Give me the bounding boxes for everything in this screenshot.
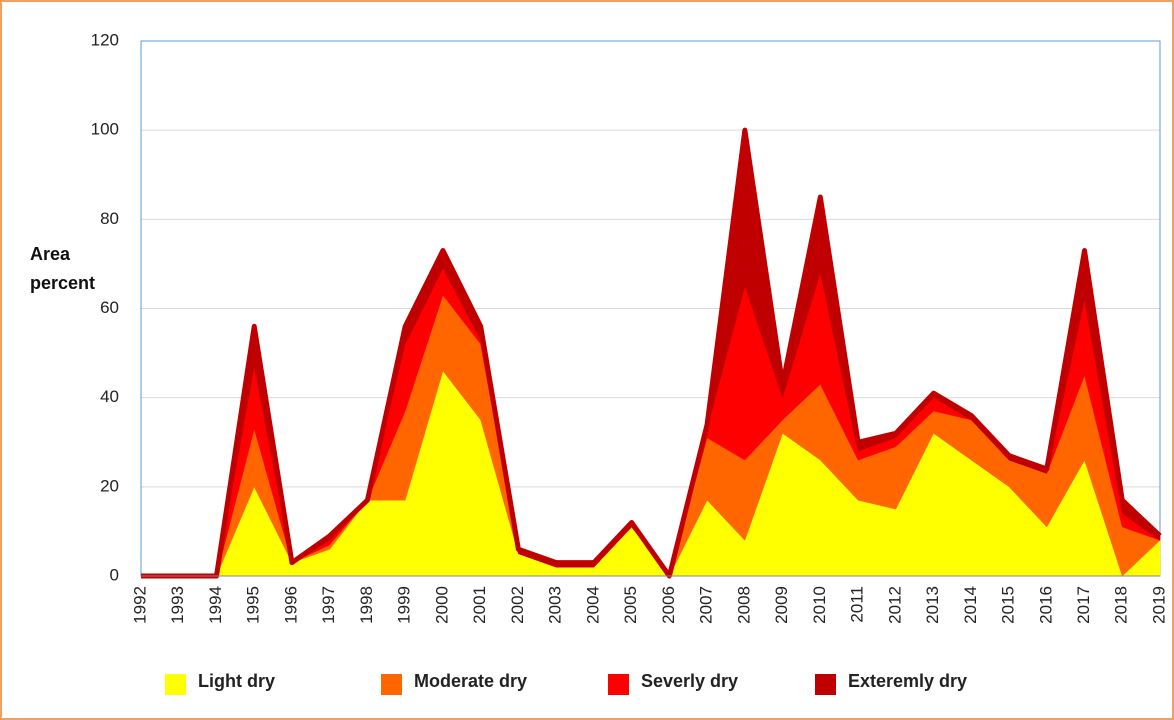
x-tick-label: 2003: [546, 586, 565, 624]
x-tick-label: 2007: [697, 586, 716, 624]
x-tick-label: 2013: [923, 586, 942, 624]
top-outline: [141, 127, 1162, 579]
x-tick-label: 2011: [848, 586, 867, 623]
x-tick-label: 2017: [1074, 586, 1093, 624]
x-tick-label: 2006: [659, 586, 678, 624]
legend-label: Exteremly dry: [848, 671, 967, 691]
y-axis-label: Area percent: [30, 240, 120, 298]
y-tick-label: 40: [100, 387, 119, 406]
x-tick-label: 2005: [621, 586, 640, 624]
legend-label: Severly dry: [641, 671, 738, 691]
x-tick-label: 2008: [734, 586, 753, 624]
x-tick-label: 2002: [508, 586, 527, 624]
x-tick-label: 2004: [583, 586, 602, 624]
legend-label: Moderate dry: [414, 671, 527, 691]
x-tick-label: 2001: [470, 586, 489, 624]
x-tick-label: 2010: [810, 586, 829, 624]
legend-swatch: [608, 674, 629, 695]
legend-swatch: [381, 674, 402, 695]
y-tick-label: 80: [100, 209, 119, 228]
x-tick-label: 2018: [1112, 586, 1131, 624]
x-tick-label: 1999: [395, 586, 414, 624]
y-tick-label: 60: [100, 298, 119, 317]
x-tick-label: 2019: [1149, 586, 1168, 624]
x-tick-label: 1998: [357, 586, 376, 624]
x-tick-label: 1997: [319, 586, 338, 624]
y-tick-label: 100: [91, 120, 119, 139]
x-tick-label: 1992: [130, 586, 149, 624]
y-tick-label: 20: [100, 476, 119, 495]
x-tick-label: 2015: [999, 586, 1018, 624]
x-tick-label: 1995: [244, 586, 263, 624]
y-tick-label: 0: [110, 565, 119, 584]
x-tick-label: 2009: [772, 586, 791, 624]
y-tick-label: 120: [91, 30, 119, 49]
legend-label: Light dry: [198, 671, 275, 691]
legend-swatch: [815, 674, 836, 695]
x-tick-label: 1993: [168, 586, 187, 624]
x-tick-label: 2014: [961, 586, 980, 624]
x-tick-label: 1996: [281, 586, 300, 624]
x-tick-label: 2016: [1036, 586, 1055, 624]
legend-swatch: [165, 674, 186, 695]
x-tick-label: 2012: [885, 586, 904, 624]
x-tick-label: 1994: [206, 586, 225, 624]
x-tick-label: 2000: [432, 586, 451, 624]
